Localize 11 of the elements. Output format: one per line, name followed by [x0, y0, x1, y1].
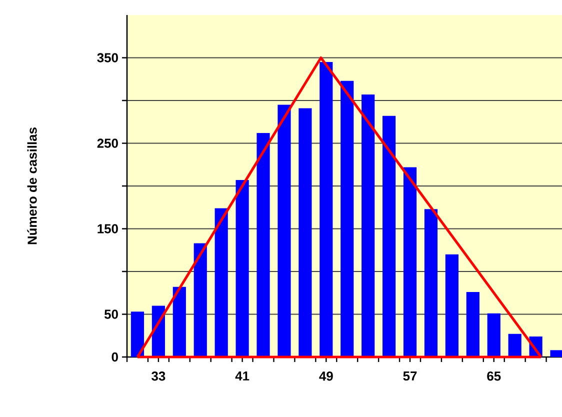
x-tick-label: 49	[319, 372, 333, 381]
y-axis-title: Número de casillas	[27, 128, 37, 244]
y-tick-label: 250	[97, 138, 118, 148]
x-tick-label: 33	[152, 372, 166, 381]
x-tick-label: 41	[235, 372, 250, 380]
y-tick-label: 350	[97, 53, 118, 62]
x-tick-label: 65	[487, 372, 501, 381]
y-tick-label: 0	[112, 352, 118, 362]
x-tick-label: 57	[403, 372, 417, 381]
y-tick-label: 150	[98, 224, 118, 234]
y-tick-label: 50	[104, 310, 118, 319]
